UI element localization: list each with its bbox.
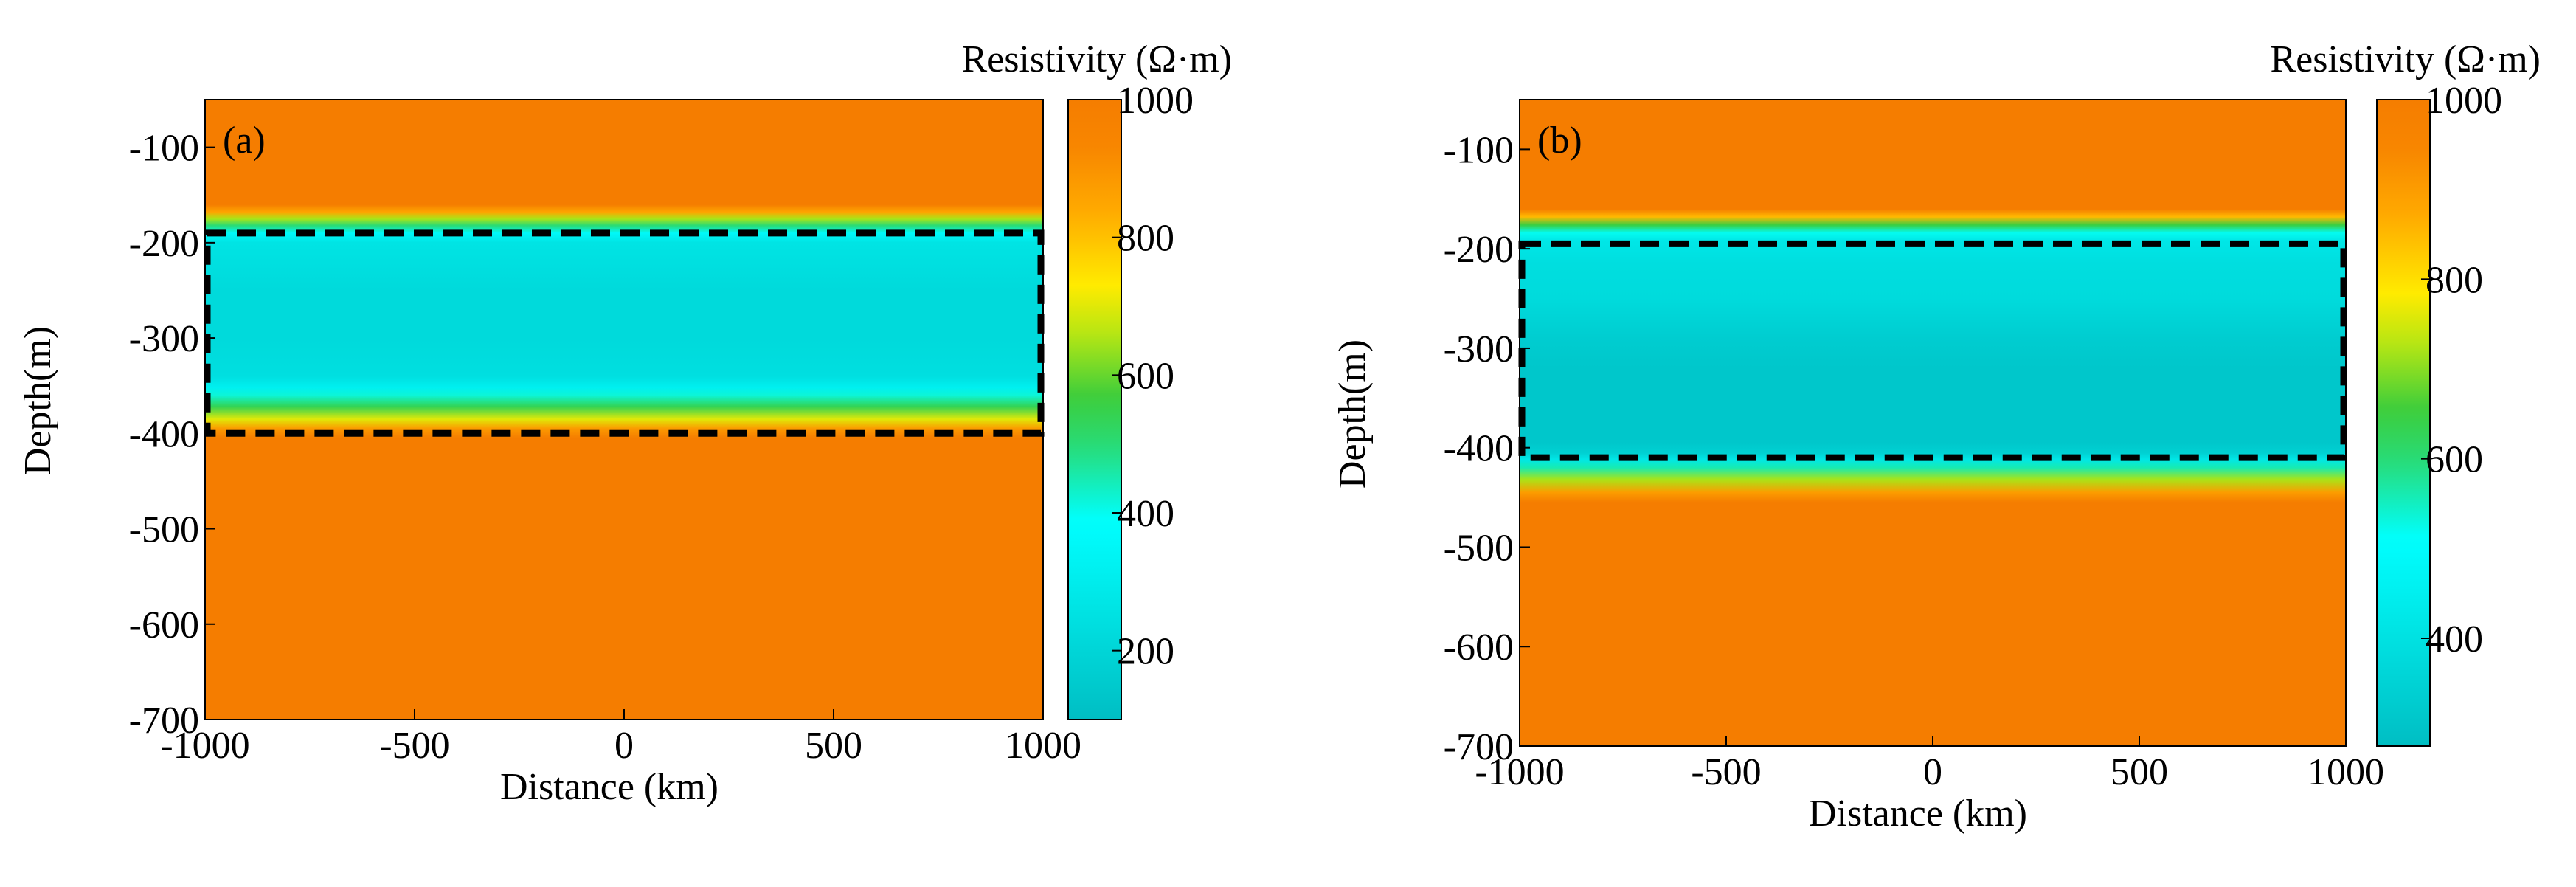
x-tick-label: -500 — [1691, 751, 1761, 793]
x-tick-label: -1000 — [1475, 751, 1564, 793]
x-axis-a: -1000 -500 0 500 1000 — [160, 709, 1081, 767]
y-tick-label: -100 — [129, 128, 199, 170]
x-axis-label-a: Distance (km) — [500, 766, 719, 808]
colorbar-label-a: Resistivity (Ω·m) — [961, 38, 1232, 80]
plot-area-a — [205, 100, 1043, 719]
x-tick-label: -500 — [379, 725, 449, 767]
x-axis-b: -1000 -500 0 500 1000 — [1475, 736, 2384, 793]
colorbar-tick-label: 1000 — [2426, 80, 2502, 122]
colorbar-frame-b — [2376, 99, 2431, 747]
panel-b: -1000 -500 0 500 1000 -100 -200 -300 -400 -500 -6… — [1332, 38, 2541, 835]
colorbar-label-b: Resistivity (Ω·m) — [2270, 38, 2541, 80]
y-tick-label: -300 — [1444, 328, 1514, 370]
colorbar-a — [1068, 100, 1121, 719]
y-tick-label: -400 — [129, 413, 199, 455]
y-tick-label: -500 — [129, 509, 199, 551]
colorbar-ticks-b: 1000 800 600 400 — [2421, 80, 2502, 660]
colorbar-tick-label: 600 — [2426, 439, 2483, 481]
y-tick-label: -700 — [1444, 726, 1514, 768]
x-tick-label: 0 — [1923, 751, 1942, 793]
y-tick-label: -200 — [1444, 229, 1514, 271]
y-axis-a: -100 -200 -300 -400 -500 -600 -700 — [129, 128, 215, 742]
colorbar-tick-label: 200 — [1117, 631, 1174, 673]
y-axis-label-a: Depth(m) — [17, 326, 59, 475]
y-tick-label: -600 — [1444, 627, 1514, 669]
y-axis-label-b: Depth(m) — [1332, 339, 1374, 489]
plot-area-b — [1520, 100, 2346, 746]
x-axis-label-b: Distance (km) — [1809, 793, 2027, 835]
y-tick-label: -100 — [1444, 129, 1514, 171]
x-tick-label: 500 — [2111, 751, 2168, 793]
colorbar-tick-label: 800 — [1117, 218, 1174, 260]
colorbar-ticks-a: 1000 800 600 400 200 — [1112, 80, 1194, 673]
panel-a: -1000 -500 0 500 1000 -100 -200 -300 -400 -500 -6… — [17, 38, 1232, 808]
colorbar-tick-label: 400 — [2426, 618, 2483, 660]
x-tick-label: 500 — [805, 725, 862, 767]
colorbar-tick-label: 400 — [1117, 493, 1174, 535]
colorbar-b — [2377, 100, 2430, 746]
colorbar-tick-label: 1000 — [1117, 80, 1194, 122]
y-tick-label: -700 — [129, 700, 199, 742]
panel-label-a: (a) — [223, 120, 266, 162]
x-tick-label: 1000 — [2307, 751, 2384, 793]
y-tick-label: -600 — [129, 604, 199, 646]
colorbar-tick-label: 600 — [1117, 355, 1174, 397]
anomaly-box-a — [204, 229, 1045, 437]
x-tick-label: -1000 — [160, 725, 249, 767]
x-tick-label: 0 — [614, 725, 634, 767]
y-tick-label: -400 — [1444, 428, 1514, 470]
y-tick-label: -300 — [129, 318, 199, 360]
x-tick-label: 1000 — [1005, 725, 1081, 767]
y-tick-label: -200 — [129, 223, 199, 265]
anomaly-box-b — [1518, 240, 2347, 461]
y-tick-label: -500 — [1444, 527, 1514, 569]
colorbar-frame-a — [1067, 99, 1122, 720]
y-axis-b: -100 -200 -300 -400 -500 -600 -700 — [1444, 129, 1530, 768]
colorbar-tick-label: 800 — [2426, 259, 2483, 301]
panel-label-b: (b) — [1537, 120, 1582, 162]
